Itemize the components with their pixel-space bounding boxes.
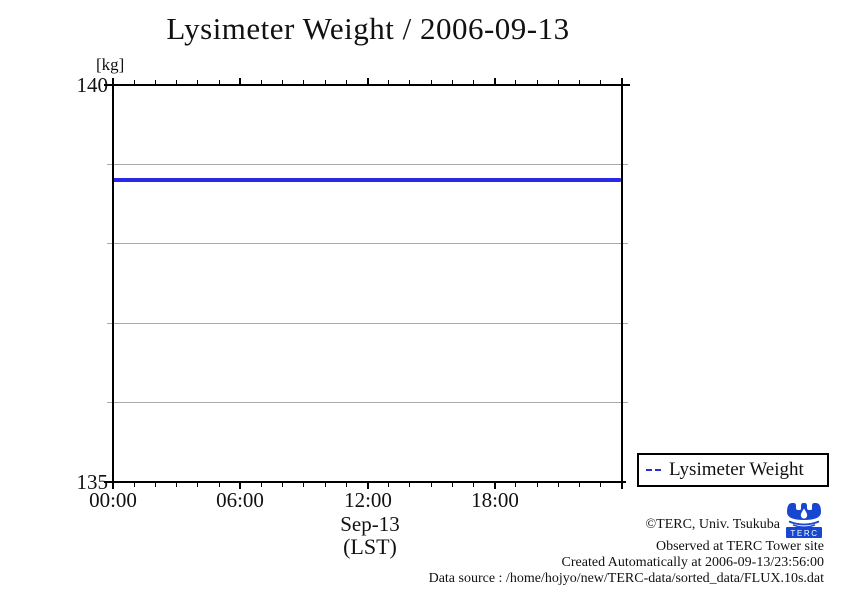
y-axis-max-tick-label: 140	[76, 73, 109, 97]
x-tick-bottom	[451, 483, 453, 487]
x-tick-bottom	[176, 483, 178, 487]
x-tick-bottom	[600, 483, 602, 487]
footer-observed-site: Observed at TERC Tower site	[655, 539, 824, 554]
x-tick-top	[176, 80, 178, 84]
x-tick-label-0600: 06:00	[216, 488, 264, 512]
x-tick-bottom	[579, 483, 581, 487]
legend-dash	[646, 469, 652, 471]
x-tick-top	[260, 80, 262, 84]
legend-label: Lysimeter Weight	[669, 459, 804, 480]
axis-left	[112, 84, 114, 483]
x-tick-bottom	[345, 483, 347, 487]
x-tick-top	[600, 80, 602, 84]
axis-right	[621, 84, 623, 488]
x-tick-bottom	[133, 483, 135, 487]
y-gridline	[107, 243, 628, 245]
x-tick-top	[430, 80, 432, 84]
x-tick-top	[112, 78, 114, 84]
x-tick-top	[536, 80, 538, 84]
x-tick-top	[239, 78, 242, 84]
x-tick-top	[282, 80, 284, 84]
y-tick	[104, 84, 112, 86]
terc-logo-icon: TERC	[786, 503, 822, 538]
y-axis-unit-label: [kg]	[96, 55, 125, 74]
x-tick-bottom	[154, 483, 156, 487]
x-axis-timezone-label: (LST)	[343, 534, 397, 559]
x-tick-bottom	[430, 483, 432, 487]
x-tick-bottom	[239, 483, 242, 489]
x-tick-bottom	[493, 483, 496, 489]
x-tick-bottom	[536, 483, 538, 487]
y-axis-min-tick-label: 135	[76, 470, 109, 494]
x-tick-bottom	[282, 483, 284, 487]
x-tick-top	[303, 80, 305, 84]
x-tick-bottom	[515, 483, 517, 487]
x-tick-top	[409, 80, 411, 84]
x-tick-top	[473, 80, 475, 84]
x-tick-top	[515, 80, 517, 84]
footer-copyright: ©TERC, Univ. Tsukuba	[645, 517, 781, 532]
x-tick-top	[493, 78, 496, 84]
x-tick-top	[133, 80, 135, 84]
x-tick-top	[218, 80, 220, 84]
x-tick-top	[451, 80, 453, 84]
x-tick-top	[366, 78, 369, 84]
x-tick-bottom	[112, 483, 114, 489]
x-tick-bottom	[324, 483, 326, 487]
x-tick-bottom	[197, 483, 199, 487]
legend-dash	[655, 469, 661, 471]
x-tick-bottom	[218, 483, 220, 487]
x-tick-top	[154, 80, 156, 84]
x-axis-date-label: Sep-13	[340, 512, 400, 536]
x-tick-bottom	[473, 483, 475, 487]
footer-created-timestamp: Created Automatically at 2006-09-13/23:5…	[561, 555, 824, 570]
x-tick-top	[388, 80, 390, 84]
x-tick-label-1800: 18:00	[471, 488, 519, 512]
x-tick-bottom	[303, 483, 305, 487]
x-tick-bottom	[366, 483, 369, 489]
axis-bottom	[112, 481, 626, 483]
lysimeter-weight-line	[113, 178, 621, 183]
legend-box: Lysimeter Weight	[637, 453, 829, 487]
terc-logo-text: TERC	[790, 529, 818, 538]
x-tick-top	[557, 80, 559, 84]
y-gridline	[107, 163, 628, 165]
x-tick-label-1200: 12:00	[344, 488, 392, 512]
chart-title: Lysimeter Weight / 2006-09-13	[166, 11, 570, 46]
x-tick-top	[579, 80, 581, 84]
x-tick-bottom	[388, 483, 390, 487]
x-tick-label-0000: 00:00	[89, 488, 137, 512]
y-gridline	[107, 322, 628, 324]
x-tick-bottom	[260, 483, 262, 487]
legend-line-sample-icon	[646, 469, 661, 471]
x-tick-top	[345, 80, 347, 84]
y-tick	[104, 481, 112, 483]
axis-top	[112, 84, 630, 86]
x-tick-top	[324, 80, 326, 84]
x-tick-bottom	[557, 483, 559, 487]
x-tick-top	[621, 78, 623, 84]
x-tick-top	[197, 80, 199, 84]
y-gridline	[107, 402, 628, 404]
footer-data-source-path: Data source : /home/hojyo/new/TERC-data/…	[428, 571, 824, 586]
x-tick-bottom	[409, 483, 411, 487]
